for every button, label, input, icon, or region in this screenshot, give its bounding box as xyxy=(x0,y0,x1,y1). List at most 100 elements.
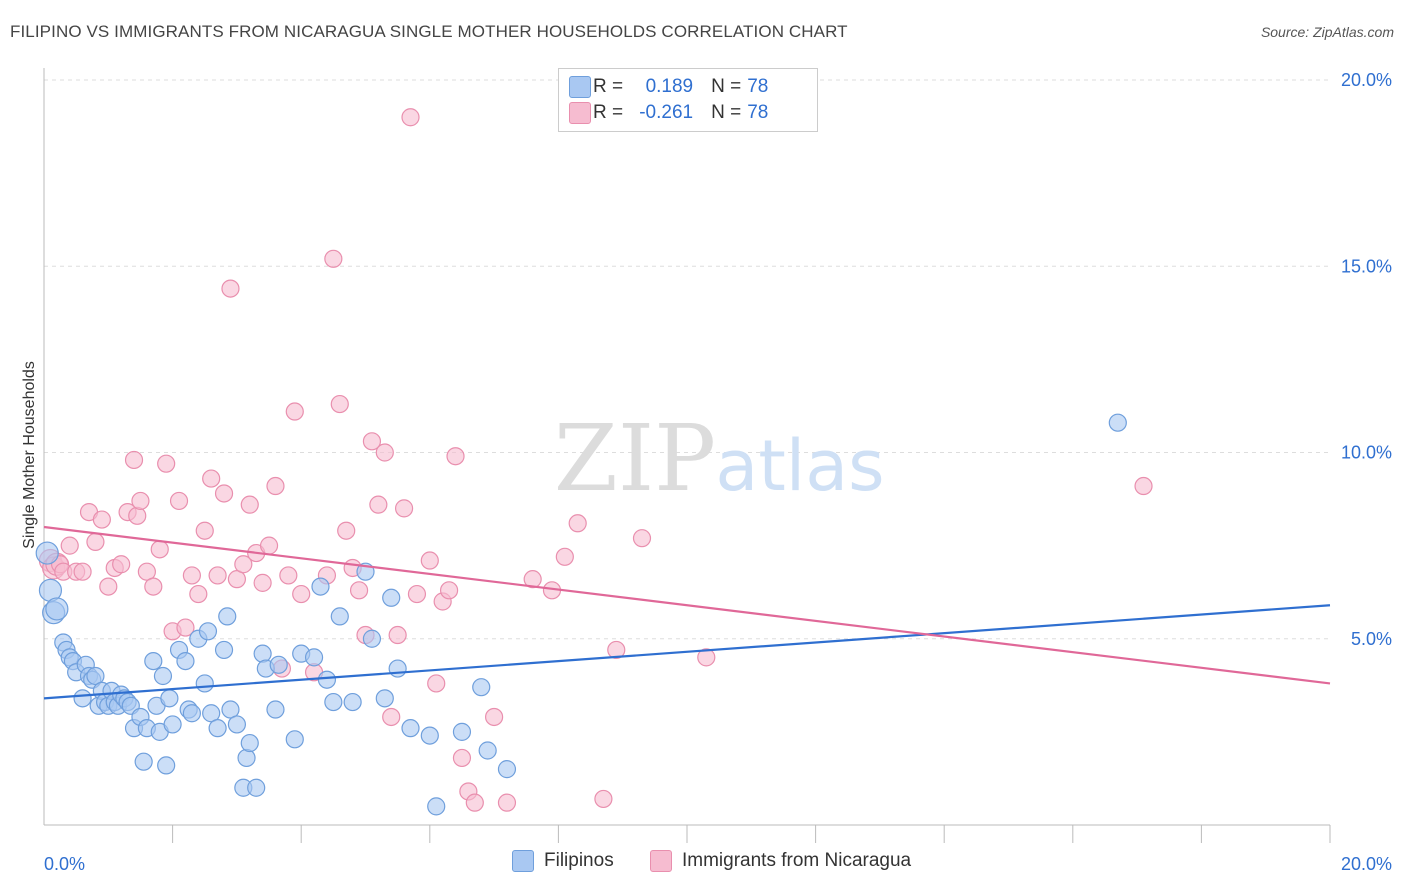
legend-row-nicaragua: R = -0.261 N = 78 xyxy=(569,100,769,126)
filipinos-point xyxy=(311,577,330,596)
nicaragua-point xyxy=(253,573,272,592)
nicaragua-point xyxy=(446,447,465,466)
filipinos-point xyxy=(330,607,349,626)
filipinos-point xyxy=(343,692,362,712)
filipinos-point xyxy=(45,597,69,621)
source-label: Source: ZipAtlas.com xyxy=(1260,24,1394,40)
nicaragua-point xyxy=(697,648,716,667)
filipinos-point xyxy=(1108,413,1127,432)
filipinos-point xyxy=(237,748,256,768)
filipinos-point xyxy=(73,689,92,708)
filipinos-point xyxy=(35,541,59,565)
watermark-atlas: atlas xyxy=(715,425,884,507)
filipinos-point xyxy=(176,651,195,671)
filipinos-point xyxy=(285,730,304,749)
nicaragua-point xyxy=(394,499,414,518)
nicaragua-point xyxy=(285,402,304,421)
nicaragua-point xyxy=(73,562,92,581)
filipinos-point xyxy=(214,640,234,660)
x-tick-label: 20.0% xyxy=(1341,854,1392,874)
filipinos-point xyxy=(208,719,227,738)
filipinos-point xyxy=(388,659,407,678)
filipinos-point xyxy=(157,756,176,775)
n-value: 78 xyxy=(747,76,769,97)
nicaragua-point xyxy=(131,491,150,511)
nicaragua-point xyxy=(568,514,587,533)
nicaragua-point xyxy=(407,584,427,604)
nicaragua-point xyxy=(382,707,401,727)
nicaragua-point xyxy=(221,279,240,298)
nicaragua-point xyxy=(208,566,227,585)
y-tick-label: 10.0% xyxy=(1341,443,1392,463)
series-filipinos-points xyxy=(35,413,1127,816)
nicaragua-point xyxy=(292,584,311,604)
r-value: -0.261 xyxy=(639,102,694,123)
filipinos-point xyxy=(198,622,218,641)
chart-title: FILIPINO VS IMMIGRANTS FROM NICARAGUA SI… xyxy=(10,22,848,41)
nicaragua-point xyxy=(195,521,214,540)
nicaragua-point xyxy=(485,707,504,727)
nicaragua-point xyxy=(189,584,208,604)
filipinos-point xyxy=(427,797,446,816)
y-tick-label: 5.0% xyxy=(1351,629,1392,649)
filipinos-point xyxy=(253,644,272,663)
nicaragua-point xyxy=(234,555,253,574)
nicaragua-point xyxy=(427,674,446,693)
series-nicaragua-points xyxy=(38,108,1153,812)
n-value: 78 xyxy=(747,102,769,123)
nicaragua-point xyxy=(497,793,517,812)
n-label: N = xyxy=(711,76,742,97)
filipinos-point xyxy=(160,689,179,708)
nicaragua-point xyxy=(375,443,394,462)
nicaragua-point xyxy=(401,108,420,127)
nicaragua-point xyxy=(202,469,221,488)
x-tick-label: 0.0% xyxy=(44,854,85,874)
filipinos-point xyxy=(134,752,153,771)
nicaragua-point xyxy=(439,581,459,600)
filipinos-point xyxy=(163,715,182,734)
nicaragua-point xyxy=(369,495,388,514)
watermark-zip: ZIP xyxy=(554,405,716,512)
filipinos-point xyxy=(153,666,173,686)
filipinos-point xyxy=(144,651,163,671)
filipinos-point xyxy=(247,778,266,797)
filipinos-point xyxy=(182,704,201,723)
nicaragua-point xyxy=(452,748,472,768)
nicaragua-point xyxy=(124,450,144,470)
y-tick-label: 20.0% xyxy=(1341,70,1392,90)
nicaragua-point xyxy=(330,394,349,414)
filipinos-point xyxy=(269,655,288,674)
legend-item-nicaragua: Immigrants from Nicaragua xyxy=(650,850,911,872)
correlation-legend: R = 0.189 N = 78 R = -0.261 N = 78 xyxy=(558,68,818,132)
nicaragua-point xyxy=(594,789,613,809)
filipinos-point xyxy=(478,741,497,760)
nicaragua-point xyxy=(465,793,484,812)
filipinos-point xyxy=(266,700,285,719)
nicaragua-point xyxy=(523,570,542,589)
nicaragua-trend-line xyxy=(43,525,1331,685)
nicaragua-point xyxy=(632,529,652,548)
nicaragua-point xyxy=(60,536,79,555)
nicaragua-point xyxy=(349,581,369,600)
filipinos-point xyxy=(240,733,259,753)
watermark: ZIP atlas xyxy=(554,405,885,512)
trend-lines xyxy=(43,525,1331,700)
filipinos-point xyxy=(472,678,491,697)
nicaragua-point xyxy=(240,495,259,514)
filipinos-point xyxy=(317,670,337,689)
legend-label: Filipinos xyxy=(544,850,614,871)
filipinos-point xyxy=(382,588,401,607)
series-legend: Filipinos Immigrants from Nicaragua xyxy=(0,850,1406,878)
filipinos-point xyxy=(420,726,439,745)
r-label: R = xyxy=(593,102,624,123)
nicaragua-point xyxy=(144,577,163,596)
nicaragua-point xyxy=(176,618,195,637)
y-tick-label: 15.0% xyxy=(1341,256,1392,276)
filipinos-swatch xyxy=(512,850,534,872)
gridlines xyxy=(44,79,1330,640)
r-value: 0.189 xyxy=(645,76,694,97)
nicaragua-point xyxy=(128,506,147,525)
nicaragua-point xyxy=(182,566,201,585)
filipinos-trend-line xyxy=(43,604,1331,700)
